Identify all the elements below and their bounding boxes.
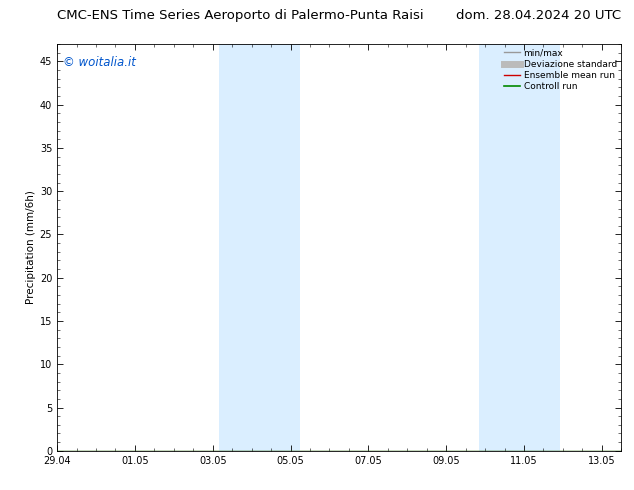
Bar [219,44,301,451]
Text: © woitalia.it: © woitalia.it [63,56,136,69]
Legend: min/max, Deviazione standard, Ensemble mean run, Controll run: min/max, Deviazione standard, Ensemble m… [502,47,619,93]
Text: CMC-ENS Time Series Aeroporto di Palermo-Punta Raisi: CMC-ENS Time Series Aeroporto di Palermo… [57,9,424,22]
Text: dom. 28.04.2024 20 UTC: dom. 28.04.2024 20 UTC [456,9,621,22]
Bar [479,44,560,451]
Y-axis label: Precipitation (mm/6h): Precipitation (mm/6h) [25,191,36,304]
